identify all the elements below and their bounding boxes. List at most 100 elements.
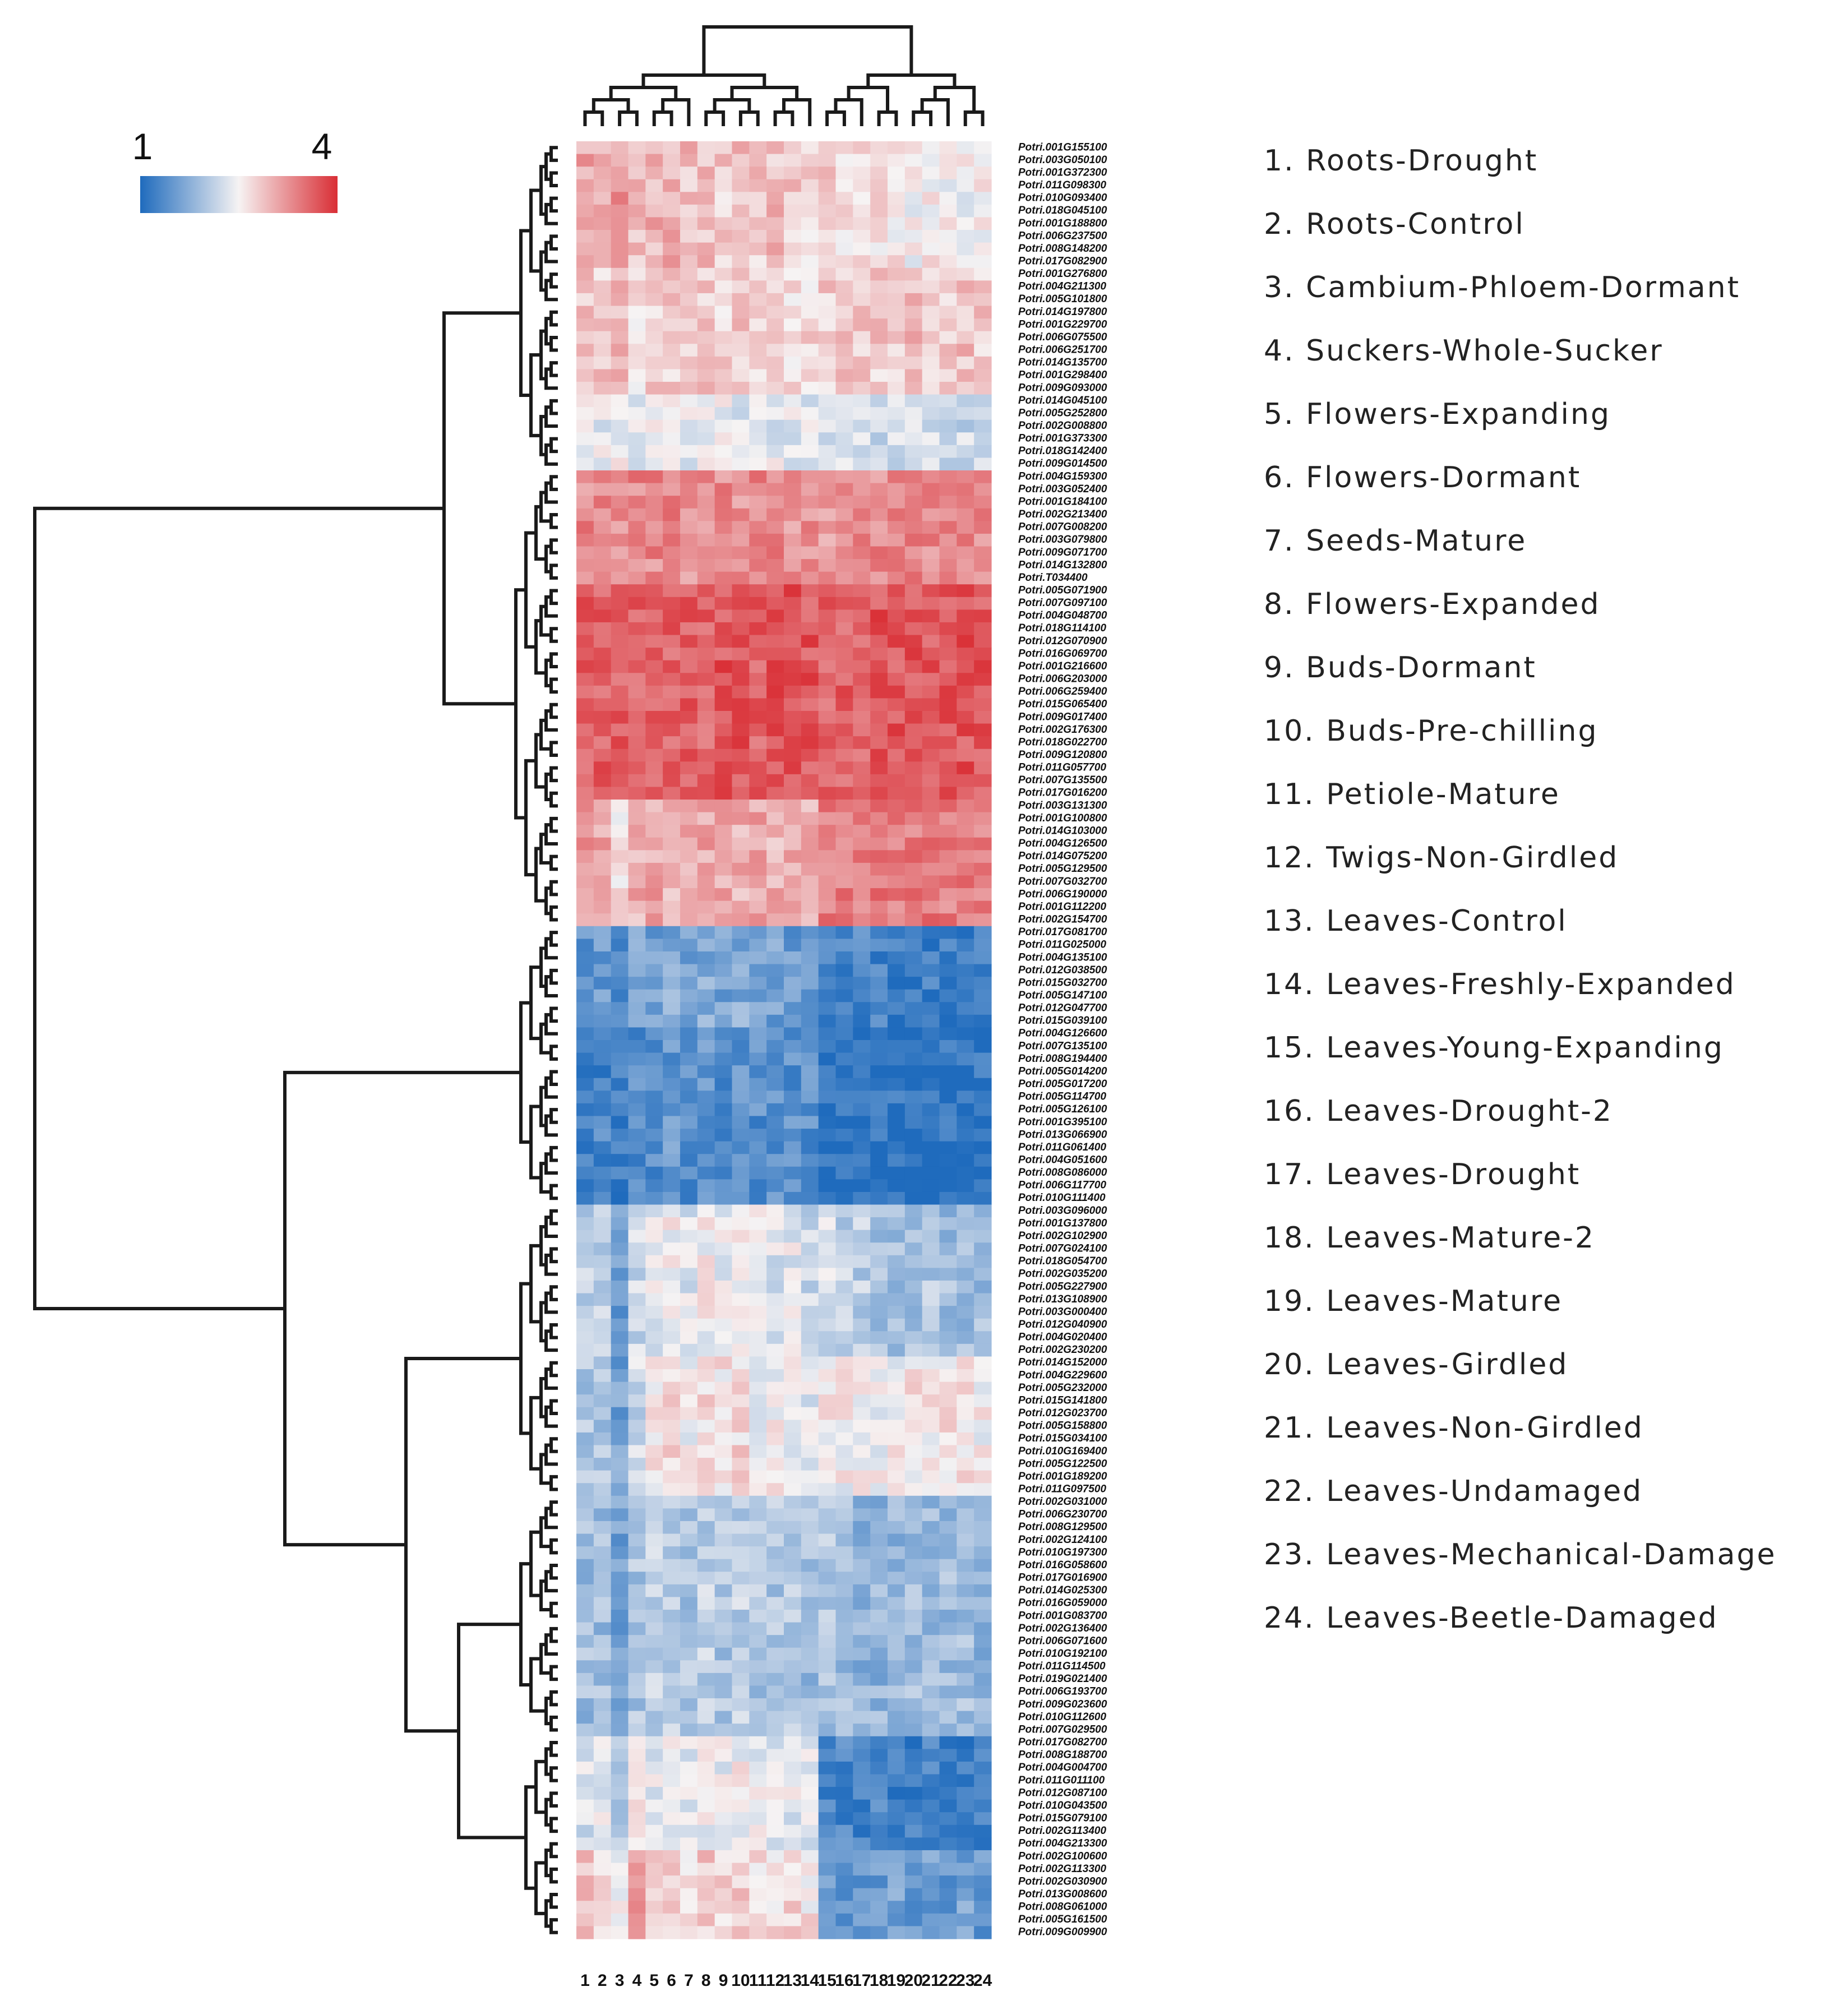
heatmap-cell <box>801 1901 819 1914</box>
heatmap-cell <box>974 1660 992 1674</box>
heatmap-cell <box>870 1812 888 1826</box>
heatmap-cell <box>611 787 629 800</box>
heatmap-cell <box>904 1204 923 1218</box>
heatmap-cell <box>611 458 629 471</box>
heatmap-cell <box>922 1078 940 1091</box>
heatmap-cell <box>835 470 853 484</box>
heatmap-cell <box>974 660 992 673</box>
heatmap-cell <box>663 1483 681 1496</box>
heatmap-cell <box>697 1166 715 1180</box>
heatmap-cell <box>766 432 784 446</box>
heatmap-cell <box>939 1736 957 1749</box>
heatmap-cell <box>835 660 853 673</box>
heatmap-cell <box>645 1369 663 1383</box>
heatmap-cell <box>888 369 905 382</box>
heatmap-cell <box>628 1014 646 1028</box>
heatmap-cell <box>835 825 853 838</box>
heatmap-cell <box>853 559 871 572</box>
heatmap-cell <box>939 1204 957 1218</box>
heatmap-cell <box>680 622 698 636</box>
heatmap-cell <box>957 1483 974 1496</box>
heatmap-cell <box>749 1533 767 1547</box>
heatmap-cell <box>628 306 646 319</box>
heatmap-cell <box>974 1799 992 1813</box>
heatmap-cell <box>663 698 681 711</box>
heatmap-cell <box>853 609 871 623</box>
heatmap-cell <box>888 1280 905 1294</box>
heatmap-cell <box>680 1217 698 1231</box>
heatmap-cell <box>888 1799 905 1813</box>
row-label: Potri.001G137800 <box>1018 1217 1107 1229</box>
heatmap-cell <box>888 1863 905 1876</box>
heatmap-cell <box>974 698 992 711</box>
heatmap-cell <box>939 533 957 547</box>
heatmap-cell <box>904 951 923 965</box>
heatmap-cell <box>714 1027 733 1041</box>
heatmap-cell <box>957 597 974 610</box>
heatmap-cell <box>939 546 957 560</box>
heatmap-cell <box>974 1116 992 1129</box>
heatmap-cell <box>611 1445 629 1458</box>
heatmap-cell <box>853 1445 871 1458</box>
heatmap-cell <box>593 1293 612 1306</box>
heatmap-cell <box>714 546 733 560</box>
row-label: Potri.007G024100 <box>1018 1243 1107 1255</box>
heatmap-cell <box>576 1369 594 1383</box>
heatmap-cell <box>680 1824 698 1838</box>
heatmap-cell <box>697 648 715 661</box>
heatmap-cell <box>974 167 992 180</box>
heatmap-cell <box>818 736 837 750</box>
heatmap-cell <box>766 1078 784 1091</box>
heatmap-cell <box>801 800 819 813</box>
heatmap-cell <box>576 167 594 180</box>
heatmap-cell <box>974 419 992 433</box>
heatmap-cell <box>593 1901 612 1914</box>
heatmap-cell <box>645 242 663 256</box>
heatmap-cell <box>801 167 819 180</box>
heatmap-cell <box>645 1508 663 1522</box>
heatmap-cell <box>784 584 802 598</box>
heatmap-cell <box>697 419 715 433</box>
heatmap-cell <box>749 1901 767 1914</box>
heatmap-cell <box>680 141 698 155</box>
heatmap-cell <box>818 458 837 471</box>
heatmap-cell <box>697 344 715 357</box>
heatmap-cell <box>888 900 905 914</box>
heatmap-cell <box>732 1343 750 1357</box>
heatmap-cell <box>593 1369 612 1383</box>
heatmap-cell <box>680 800 698 813</box>
heatmap-cell <box>835 217 853 230</box>
heatmap-cell <box>870 230 888 243</box>
heatmap-cell <box>784 419 802 433</box>
heatmap-cell <box>749 913 767 927</box>
heatmap-cell <box>680 1901 698 1914</box>
heatmap-cell <box>801 1331 819 1344</box>
heatmap-cell <box>732 1432 750 1446</box>
heatmap-cell <box>732 888 750 902</box>
heatmap-cell <box>766 1065 784 1079</box>
heatmap-cell <box>784 1875 802 1889</box>
heatmap-cell <box>576 1129 594 1142</box>
heatmap-cell <box>939 1508 957 1522</box>
heatmap-cell <box>888 1014 905 1028</box>
heatmap-cell <box>749 1154 767 1167</box>
heatmap-cell <box>576 1736 594 1749</box>
heatmap-cell <box>818 635 837 648</box>
heatmap-cell <box>939 698 957 711</box>
heatmap-cell <box>576 862 594 876</box>
legend-item: 12. Twigs-Non-Girdled <box>1264 841 1619 875</box>
heatmap-cell <box>957 761 974 775</box>
heatmap-cell <box>904 432 923 446</box>
heatmap-cell <box>611 344 629 357</box>
heatmap-cell <box>870 1787 888 1800</box>
heatmap-cell <box>766 913 784 927</box>
heatmap-cell <box>939 597 957 610</box>
heatmap-cell <box>593 875 612 889</box>
heatmap-cell <box>766 723 784 737</box>
heatmap-cell <box>628 1369 646 1383</box>
heatmap-cell <box>732 369 750 382</box>
heatmap-cell <box>853 1217 871 1231</box>
heatmap-cell <box>957 394 974 408</box>
heatmap-cell <box>922 1141 940 1154</box>
heatmap-cell <box>714 635 733 648</box>
